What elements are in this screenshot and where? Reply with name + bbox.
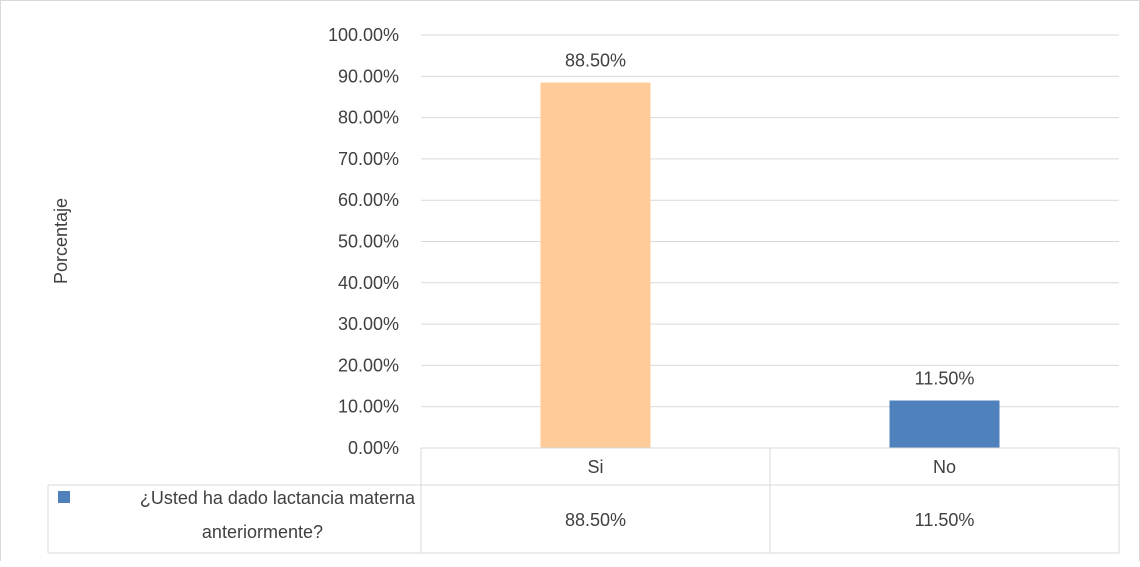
legend-key-swatch bbox=[58, 491, 70, 503]
data-label-no: 11.50% bbox=[915, 369, 975, 389]
table-cell-no: 11.50% bbox=[915, 510, 975, 530]
gridlines bbox=[421, 34, 1119, 408]
data-table: Si No ¿Usted ha dado lactancia materna a… bbox=[47, 447, 1120, 554]
y-tick-label: 60.00% bbox=[338, 190, 399, 210]
y-axis-label: Porcentaje bbox=[51, 198, 71, 284]
y-tick-label: 90.00% bbox=[338, 66, 399, 86]
y-tick-labels: 0.00% 10.00% 20.00% 30.00% 40.00% 50.00% 60.00… bbox=[328, 25, 399, 458]
data-labels: 88.50% 11.50% bbox=[565, 50, 974, 388]
y-tick-label: 40.00% bbox=[338, 273, 399, 293]
y-tick-label: 20.00% bbox=[338, 355, 399, 375]
category-label-si: Si bbox=[587, 457, 603, 477]
bar-si bbox=[540, 82, 651, 449]
y-tick-label: 0.00% bbox=[348, 438, 399, 458]
series-label-line1: ¿Usted ha dado lactancia materna bbox=[140, 488, 416, 508]
y-tick-label: 80.00% bbox=[338, 108, 399, 128]
y-tick-label: 70.00% bbox=[338, 149, 399, 169]
category-label-no: No bbox=[933, 457, 956, 477]
bars bbox=[540, 82, 1000, 449]
y-tick-label: 10.00% bbox=[338, 397, 399, 417]
y-tick-label: 50.00% bbox=[338, 232, 399, 252]
data-label-si: 88.50% bbox=[565, 50, 626, 70]
y-tick-label: 30.00% bbox=[338, 314, 399, 334]
table-cell-si: 88.50% bbox=[565, 510, 626, 530]
series-label-line2: anteriormente? bbox=[202, 522, 323, 542]
bar-no bbox=[889, 400, 1000, 448]
y-tick-label: 100.00% bbox=[328, 25, 399, 45]
